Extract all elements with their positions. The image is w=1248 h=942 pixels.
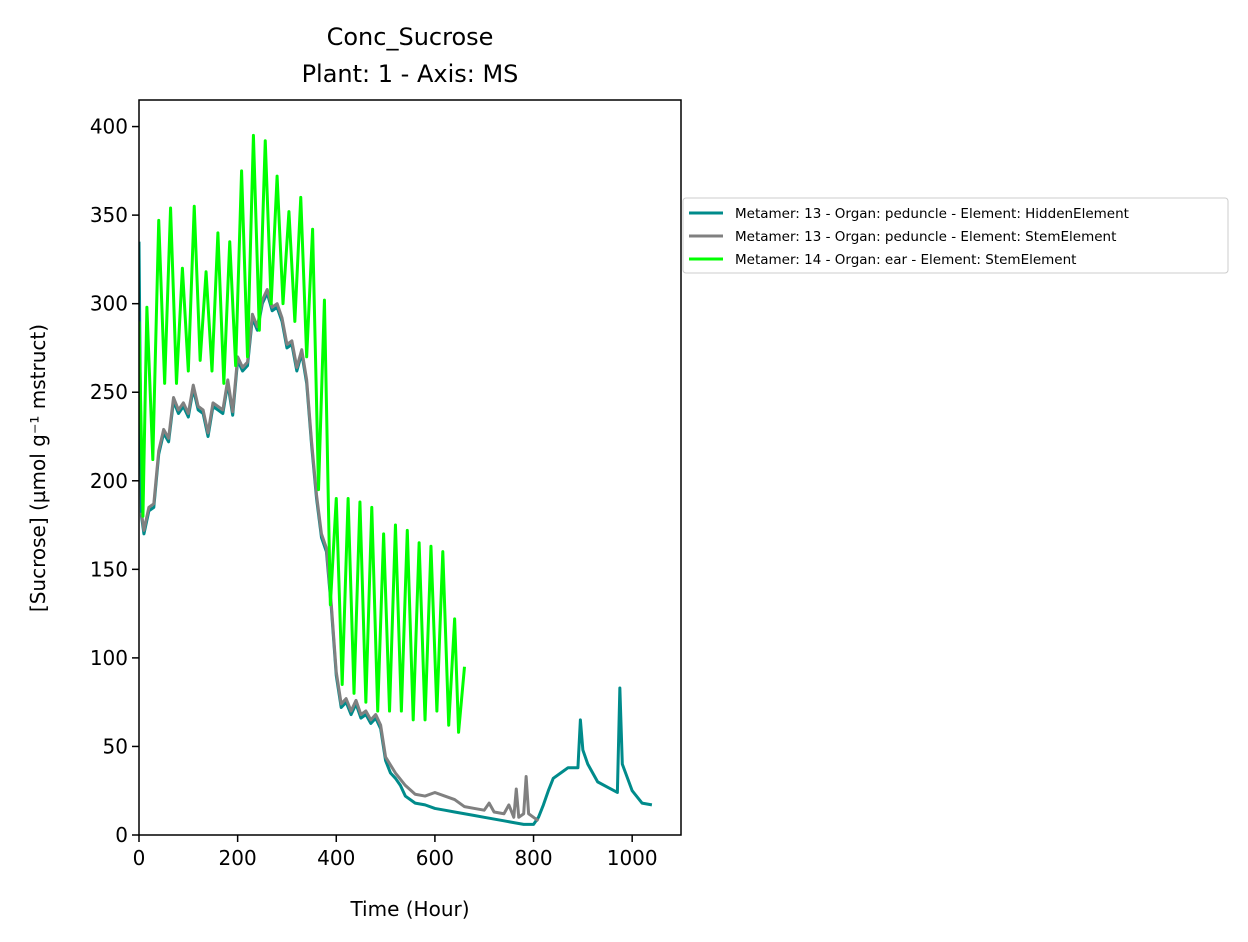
x-tick-label: 600 — [416, 846, 454, 870]
y-tick-label: 150 — [90, 557, 128, 581]
x-axis-label: Time (Hour) — [349, 897, 469, 921]
plot-frame — [138, 99, 682, 836]
chart-subtitle: Plant: 1 - Axis: MS — [302, 60, 519, 88]
legend-label: Metamer: 13 - Organ: peduncle - Element:… — [735, 229, 1116, 245]
y-tick-label: 200 — [90, 469, 128, 493]
y-axis-label: [Sucrose] (µmol g⁻¹ mstruct) — [26, 324, 50, 612]
y-tick-label: 300 — [90, 292, 128, 316]
legend-label: Metamer: 14 - Organ: ear - Element: Stem… — [735, 252, 1076, 268]
x-tick-label: 800 — [514, 846, 552, 870]
y-tick-label: 0 — [115, 823, 128, 847]
y-tick-label: 50 — [103, 734, 128, 758]
x-tick-label: 0 — [133, 846, 146, 870]
x-tick-label: 1000 — [607, 846, 658, 870]
y-tick-label: 350 — [90, 203, 128, 227]
legend-label: Metamer: 13 - Organ: peduncle - Element:… — [735, 206, 1129, 222]
y-tick-label: 400 — [90, 115, 128, 139]
y-tick-label: 100 — [90, 646, 128, 670]
y-tick-label: 250 — [90, 380, 128, 404]
legend-box — [682, 197, 1229, 274]
x-tick-label: 200 — [219, 846, 257, 870]
series-line — [139, 288, 540, 823]
series-line — [139, 133, 466, 734]
chart-title: Conc_Sucrose — [327, 23, 494, 51]
x-tick-label: 400 — [317, 846, 355, 870]
